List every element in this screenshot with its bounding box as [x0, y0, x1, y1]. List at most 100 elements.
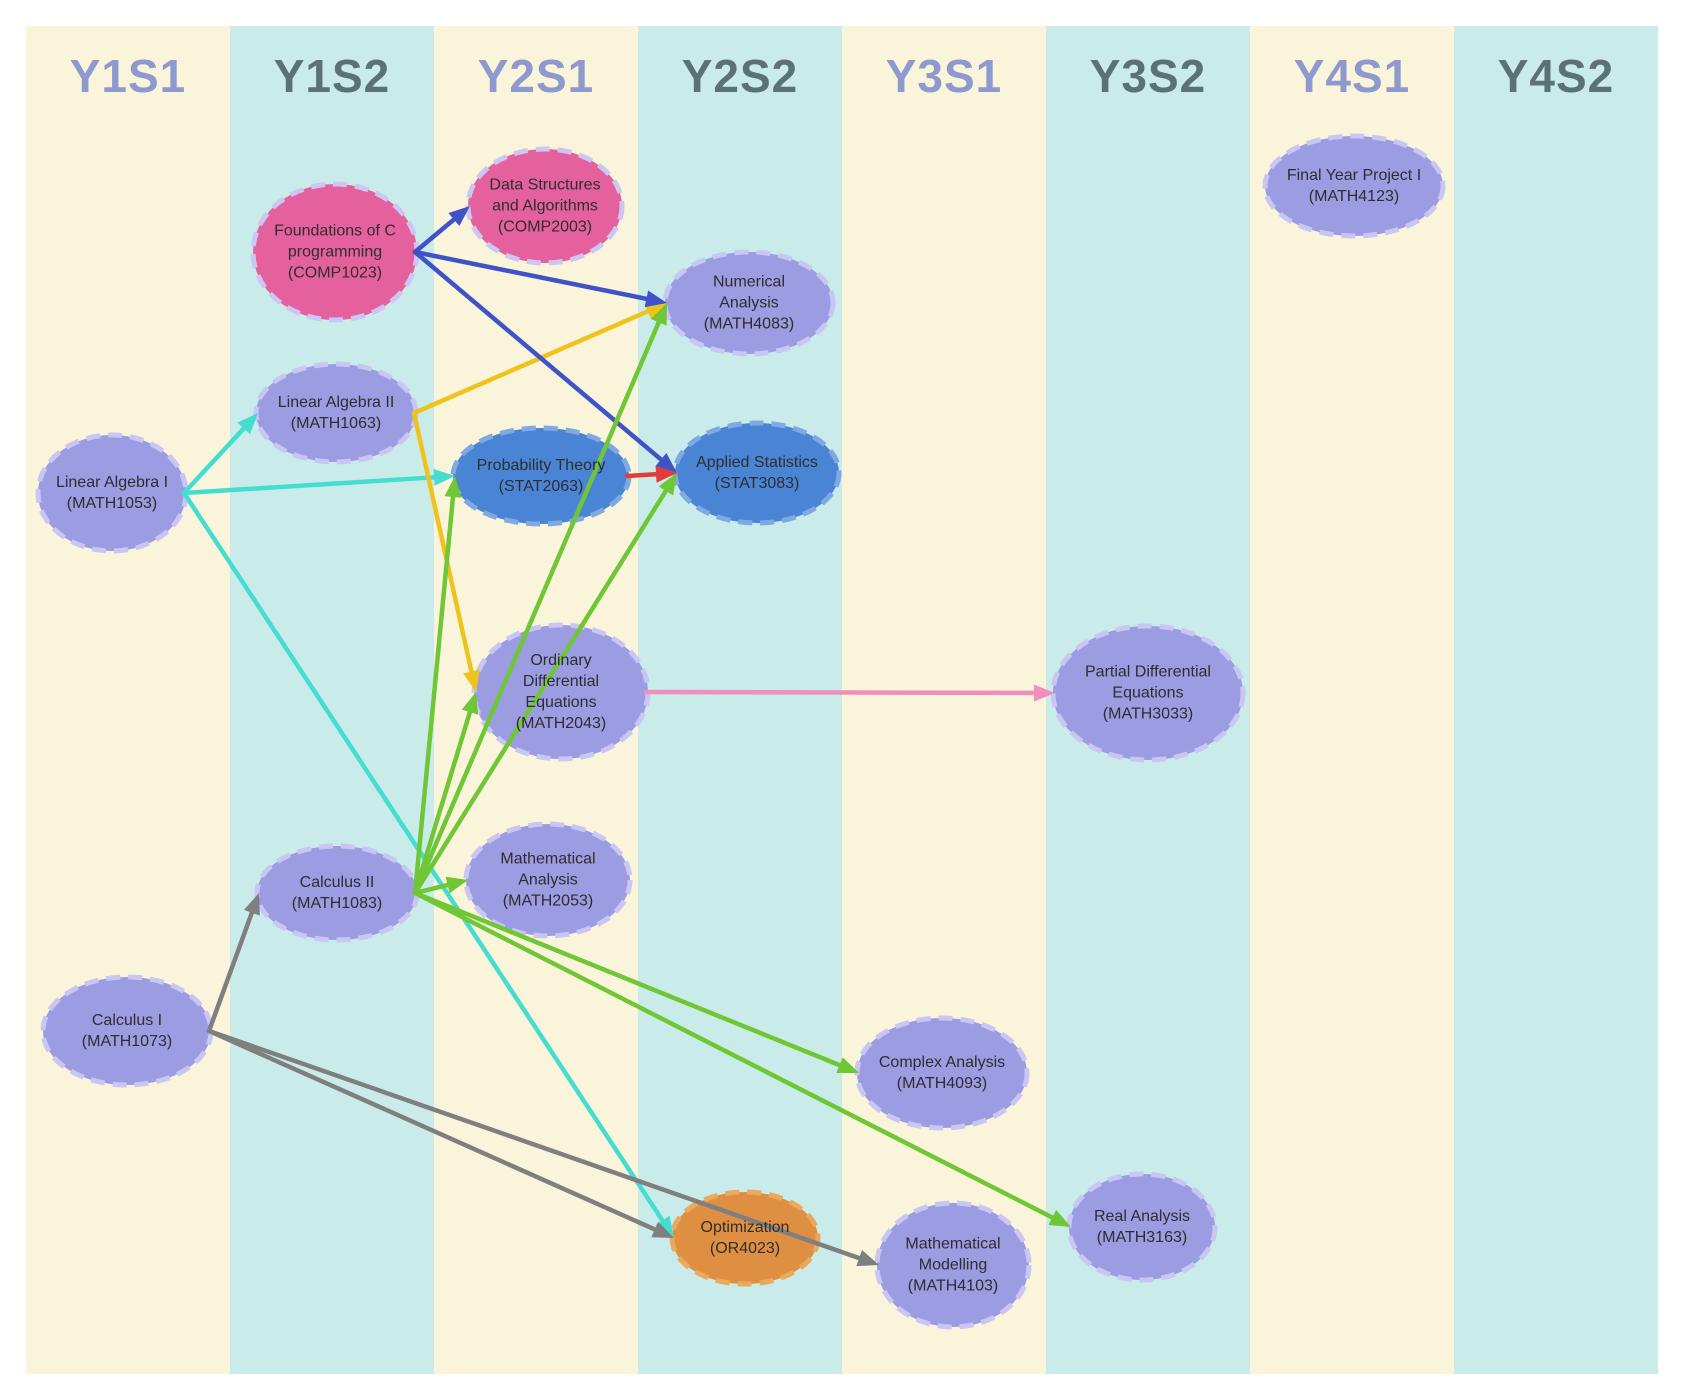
course-label-MATH1053-line1: Linear Algebra I [56, 474, 168, 491]
column-band-Y2S2 [638, 26, 842, 1374]
edge-line [181, 475, 437, 496]
edge-MATH1073-MATH1083 [206, 893, 260, 1034]
edge-arrowhead [237, 413, 258, 435]
edge-MATH1083-MATH3163 [412, 890, 1071, 1227]
course-node-STAT3083[interactable] [672, 420, 842, 526]
course-node-MATH4123[interactable] [1262, 133, 1446, 239]
edge-MATH1073-MATH4103 [206, 1028, 879, 1267]
edge-MATH1083-STAT3083 [412, 473, 677, 896]
edge-MATH1063-MATH2043 [411, 410, 480, 692]
course-label-MATH1073-line2: (MATH1073) [82, 1033, 172, 1050]
course-node-MATH1073[interactable] [40, 974, 214, 1088]
edge-line [412, 890, 842, 1068]
edge-line [412, 488, 669, 896]
course-label-OR4023-line1: Optimization [701, 1219, 790, 1236]
course-node-MATH2053[interactable] [463, 821, 633, 939]
course-node-MATH4093[interactable] [854, 1015, 1030, 1131]
column-band-Y3S1 [842, 26, 1046, 1374]
course-node-STAT2063[interactable] [450, 425, 632, 527]
course-nodes [35, 133, 1446, 1330]
course-label-MATH3163-line1: Real Analysis [1094, 1208, 1190, 1225]
course-label-MATH3033-line1: Partial Differential [1085, 664, 1211, 681]
course-node-MATH1053[interactable] [35, 432, 189, 554]
edge-line [181, 426, 246, 496]
edge-arrowhead [856, 1250, 879, 1267]
edge-line [643, 689, 1037, 696]
course-node-OR4023[interactable] [669, 1189, 821, 1287]
course-label-MATH4093-line2: (MATH4093) [897, 1075, 987, 1092]
edge-MATH1063-MATH4083 [411, 303, 667, 416]
course-label-STAT2063-line1: Probability Theory [477, 457, 606, 474]
edge-arrowhead [463, 669, 480, 692]
edge-line [411, 309, 650, 416]
course-label-MATH3163-line2: (MATH3163) [1097, 1229, 1187, 1246]
edge-COMP1023-COMP2003 [412, 206, 470, 255]
edge-MATH1083-MATH2053 [412, 876, 468, 896]
course-label-MATH1083-line2: (MATH1083) [292, 895, 382, 912]
course-label-STAT3083-line1: Applied Statistics [696, 454, 818, 471]
edge-arrowhead [243, 893, 260, 916]
edge-line [624, 472, 659, 479]
column-header-Y3S1: Y3S1 [886, 50, 1003, 102]
column-header-Y2S1: Y2S1 [478, 50, 595, 102]
edge-MATH2043-MATH3033 [643, 684, 1055, 702]
edge-arrowhead [448, 206, 470, 226]
course-node-MATH1063[interactable] [253, 361, 419, 465]
column-header-Y4S1: Y4S1 [1294, 50, 1411, 102]
course-node-MATH3163[interactable] [1066, 1171, 1218, 1283]
course-label-MATH4083-line3: (MATH4083) [704, 316, 794, 333]
edge-line [412, 217, 457, 255]
course-label-STAT3083-line2: (STAT3083) [715, 475, 800, 492]
course-label-MATH1053-line2: (MATH1053) [67, 495, 157, 512]
course-label-MATH2053-line2: Analysis [518, 872, 578, 889]
course-label-STAT2063-line2: (STAT2063) [499, 478, 584, 495]
edge-MATH1083-MATH4093 [412, 890, 859, 1073]
course-label-MATH1063-line2: (MATH1063) [291, 415, 381, 432]
edge-line [206, 1028, 862, 1261]
column-header-Y1S2: Y1S2 [274, 50, 391, 102]
edge-arrowhead [1048, 1209, 1071, 1227]
course-label-MATH3033-line3: (MATH3033) [1103, 706, 1193, 723]
prerequisite-edges [181, 206, 1071, 1267]
column-header-Y4S2: Y4S2 [1498, 50, 1615, 102]
edge-line [412, 890, 1055, 1220]
edge-arrowhead [1033, 684, 1055, 702]
course-label-COMP2003-line2: and Algorithms [492, 198, 598, 215]
edge-MATH1053-STAT2063 [181, 468, 455, 496]
course-label-COMP1023-line1: Foundations of C [274, 223, 396, 240]
edge-arrowhead [644, 303, 667, 320]
edge-line [412, 494, 456, 896]
course-label-MATH2053-line3: (MATH2053) [503, 893, 593, 910]
edge-arrowhead [655, 1215, 674, 1238]
edge-arrowhead [433, 468, 455, 486]
course-labels: Linear Algebra I (MATH1053) Calculus I (MAT… [56, 167, 1421, 1295]
edge-line [412, 709, 473, 896]
course-label-COMP2003-line1: Data Structures [489, 177, 600, 194]
course-label-MATH1083-line1: Calculus II [300, 874, 375, 891]
edge-line [181, 490, 665, 1223]
course-node-MATH4083[interactable] [662, 249, 836, 357]
course-node-MATH1083[interactable] [254, 843, 420, 943]
course-node-MATH4103[interactable] [874, 1200, 1032, 1330]
edge-arrowhead [445, 876, 468, 894]
course-node-COMP2003[interactable] [465, 146, 625, 266]
edge-STAT2063-STAT3083 [624, 465, 677, 483]
column-band-Y1S1 [26, 26, 230, 1374]
course-label-MATH4093-line1: Complex Analysis [879, 1054, 1005, 1071]
edge-arrowhead [655, 452, 677, 473]
column-band-Y4S1 [1250, 26, 1454, 1374]
course-label-MATH1063-line1: Linear Algebra II [278, 394, 395, 411]
course-label-MATH2043-line4: (MATH2043) [516, 715, 606, 732]
edge-MATH1083-MATH2043 [412, 692, 479, 896]
edge-arrowhead [658, 473, 677, 496]
edge-line [206, 1028, 658, 1232]
edge-line [411, 410, 474, 674]
course-label-MATH2043-line2: Differential [523, 673, 599, 690]
course-label-MATH1073-line1: Calculus I [92, 1012, 162, 1029]
edge-MATH1083-STAT2063 [412, 476, 462, 896]
course-label-MATH2053-line1: Mathematical [500, 851, 595, 868]
course-label-MATH4103-line1: Mathematical [905, 1236, 1000, 1253]
edge-line [412, 882, 450, 896]
